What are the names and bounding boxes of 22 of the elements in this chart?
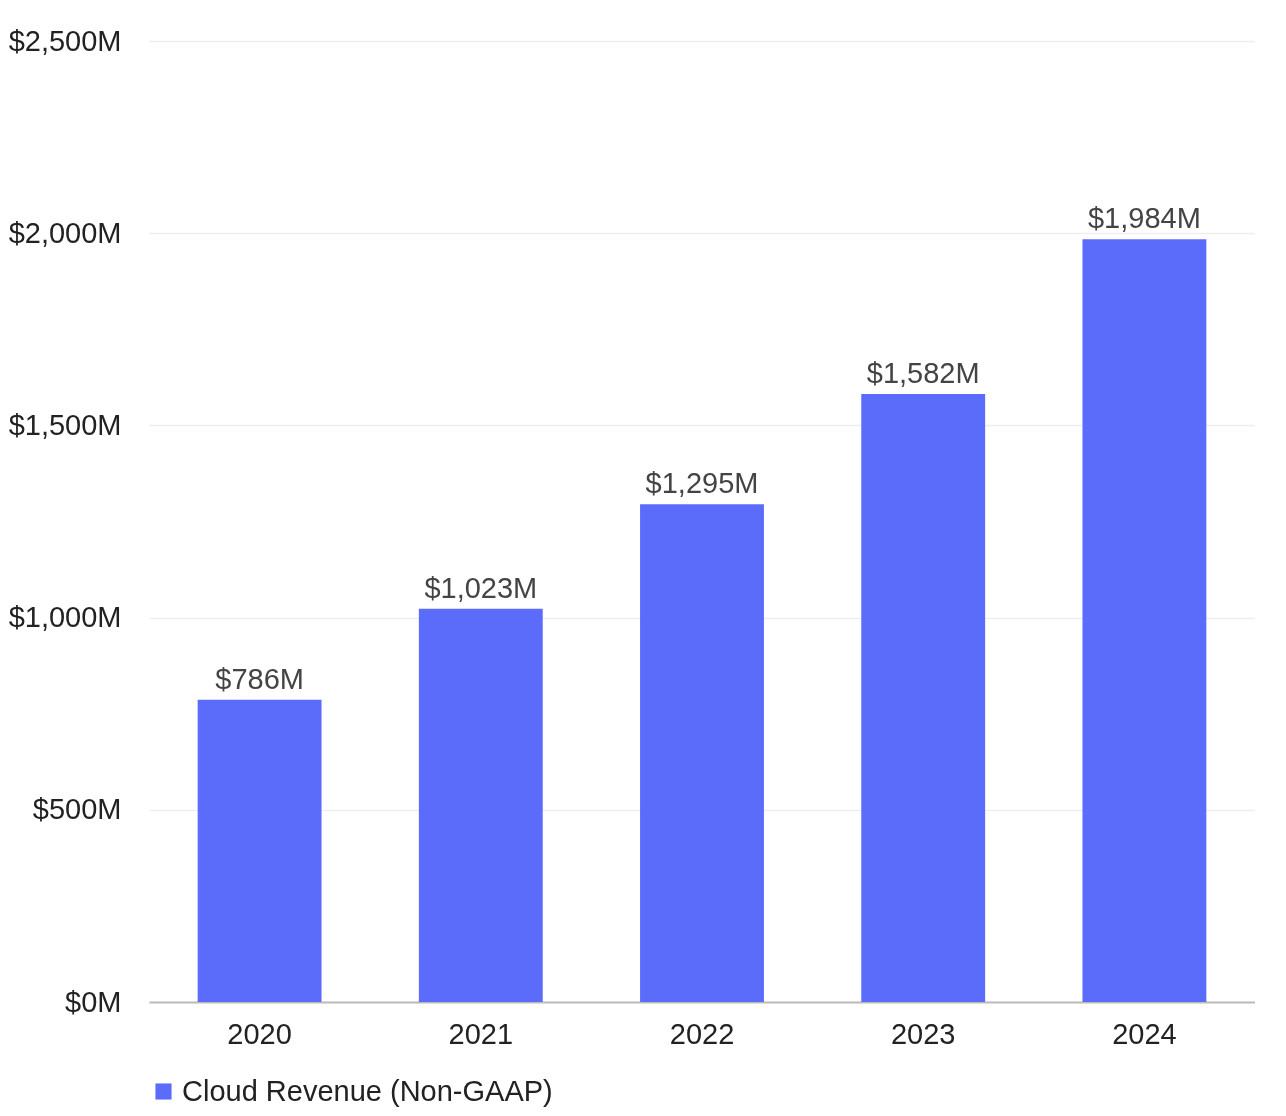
- y-tick-label: $1,000M: [8, 601, 122, 634]
- bar: [1082, 239, 1207, 1002]
- bar: [418, 608, 543, 1002]
- x-tick-label: 2023: [890, 1017, 956, 1050]
- legend-label: Cloud Revenue (Non-GAAP): [182, 1074, 553, 1107]
- data-label: $1,295M: [645, 467, 759, 500]
- data-label: $1,023M: [424, 571, 538, 604]
- x-tick-label: 2024: [1112, 1017, 1177, 1050]
- bar: [640, 504, 764, 1002]
- y-tick-label: $2,500M: [8, 24, 122, 57]
- y-tick-label: $0M: [65, 985, 122, 1018]
- x-tick-label: 2021: [448, 1017, 514, 1050]
- bar: [197, 699, 322, 1002]
- y-tick-label: $500M: [32, 793, 122, 826]
- y-tick-label: $2,000M: [8, 216, 122, 249]
- bar: [861, 393, 986, 1002]
- x-tick-label: 2022: [669, 1017, 735, 1050]
- x-tick-label: 2020: [227, 1017, 292, 1050]
- data-label: $786M: [215, 662, 304, 695]
- data-label: $1,582M: [866, 356, 980, 389]
- data-label: $1,984M: [1087, 202, 1201, 235]
- y-tick-label: $1,500M: [8, 408, 122, 441]
